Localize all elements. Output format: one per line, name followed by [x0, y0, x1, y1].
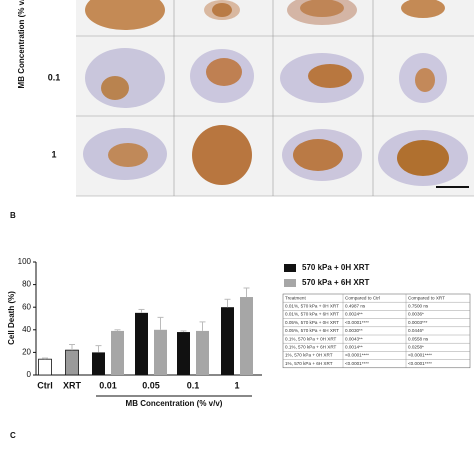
grid-lines: [76, 0, 474, 197]
stats-table: Treatment Compared to Ctrl Compared to XRT…: [282, 293, 471, 369]
row-label: 0.1: [48, 72, 61, 82]
table-cell: <0.0001****: [345, 361, 369, 366]
bar-chart: 0 20 40 60 80 100 Cell Death (%) Ctrl XRT 0.01 0.0…: [7, 257, 262, 408]
panel-label: B: [10, 211, 16, 220]
table-cell: 0.0003***: [408, 320, 428, 325]
x-tick-label: XRT: [63, 380, 82, 390]
table-cell: 0.0258*: [408, 345, 424, 350]
legend: 570 kPa + 0H XRT 570 kPa + 6H XRT: [284, 263, 369, 287]
bar: [65, 349, 79, 376]
tissue-images: [83, 0, 469, 188]
table-cell: 0.7500 ns: [408, 304, 429, 309]
table-cell: 0.01%, 570 kPa + 0H XRT: [285, 304, 339, 309]
y-tick-label: 20: [22, 348, 31, 357]
table-cell: 0.0043**: [345, 336, 363, 341]
x-axis-label: MB Concentration (% v/v): [126, 399, 223, 408]
y-tick-label: 0: [27, 370, 32, 379]
legend-label: 570 kPa + 6H XRT: [302, 278, 369, 287]
bar: [92, 352, 105, 375]
table-cell: <0.0001****: [408, 353, 432, 358]
table-cell: 0.0036*: [408, 312, 424, 317]
y-tick-label: 40: [22, 325, 31, 334]
table-cell: 0.0014**: [345, 345, 363, 350]
y-tick-label: 80: [22, 280, 31, 289]
x-tick-label: 0.01: [99, 380, 117, 390]
y-axis-label: Cell Death (%): [7, 291, 16, 345]
table-cell: 0.05%, 570 kPa + 0H XRT: [285, 320, 339, 325]
table-cell: <0.0001****: [345, 320, 369, 325]
y-tick-label: 60: [22, 302, 31, 311]
table-header: Compared to XRT: [408, 295, 445, 300]
table-cell: 0.1%, 570 kPa + 6H XRT: [285, 345, 337, 350]
row-label: 1: [51, 149, 56, 159]
bar: [154, 329, 167, 375]
table-header: Treatment: [285, 295, 306, 300]
table-cell: 0.0030**: [345, 328, 363, 333]
table-cell: 0.0024**: [345, 312, 363, 317]
table-cell: 1%, 570 kPa + 0H XRT: [285, 353, 333, 358]
table-cell: 0.0446*: [408, 328, 424, 333]
table-cell: 0.4987 ns: [345, 304, 366, 309]
bar: [111, 330, 124, 375]
x-tick-label: 1: [234, 380, 239, 390]
bar: [240, 297, 253, 375]
table-cell: 1%, 570 kPa + 6H XRT: [285, 361, 333, 366]
x-tick-label: 0.05: [142, 380, 160, 390]
bar: [221, 307, 234, 375]
table-cell: 0.01%, 570 kPa + 6H XRT: [285, 312, 339, 317]
image-grid: MB Concentration (% v/v) 0.1 1: [17, 0, 474, 197]
bar: [135, 312, 148, 375]
table-cell: 0.0558 ns: [408, 336, 429, 341]
legend-swatch: [284, 264, 296, 272]
legend-swatch: [284, 279, 296, 287]
x-tick-label: Ctrl: [37, 380, 53, 390]
bar: [177, 332, 190, 375]
legend-label: 570 kPa + 0H XRT: [302, 263, 369, 272]
table-header: Compared to Ctrl: [345, 295, 380, 300]
table-cell: 0.05%, 570 kPa + 6H XRT: [285, 328, 339, 333]
table-cell: <0.0001****: [408, 361, 432, 366]
table-cell: 0.1%, 570 kPa + 0H XRT: [285, 336, 337, 341]
table-border: [282, 293, 471, 369]
y-tick-label: 100: [18, 257, 32, 266]
bar: [38, 358, 52, 376]
grid-y-label: MB Concentration (% v/v): [17, 0, 26, 88]
panel-label: C: [10, 431, 16, 440]
table-cell: <0.0001****: [345, 353, 369, 358]
x-tick-label: 0.1: [187, 380, 200, 390]
bar: [196, 330, 209, 375]
